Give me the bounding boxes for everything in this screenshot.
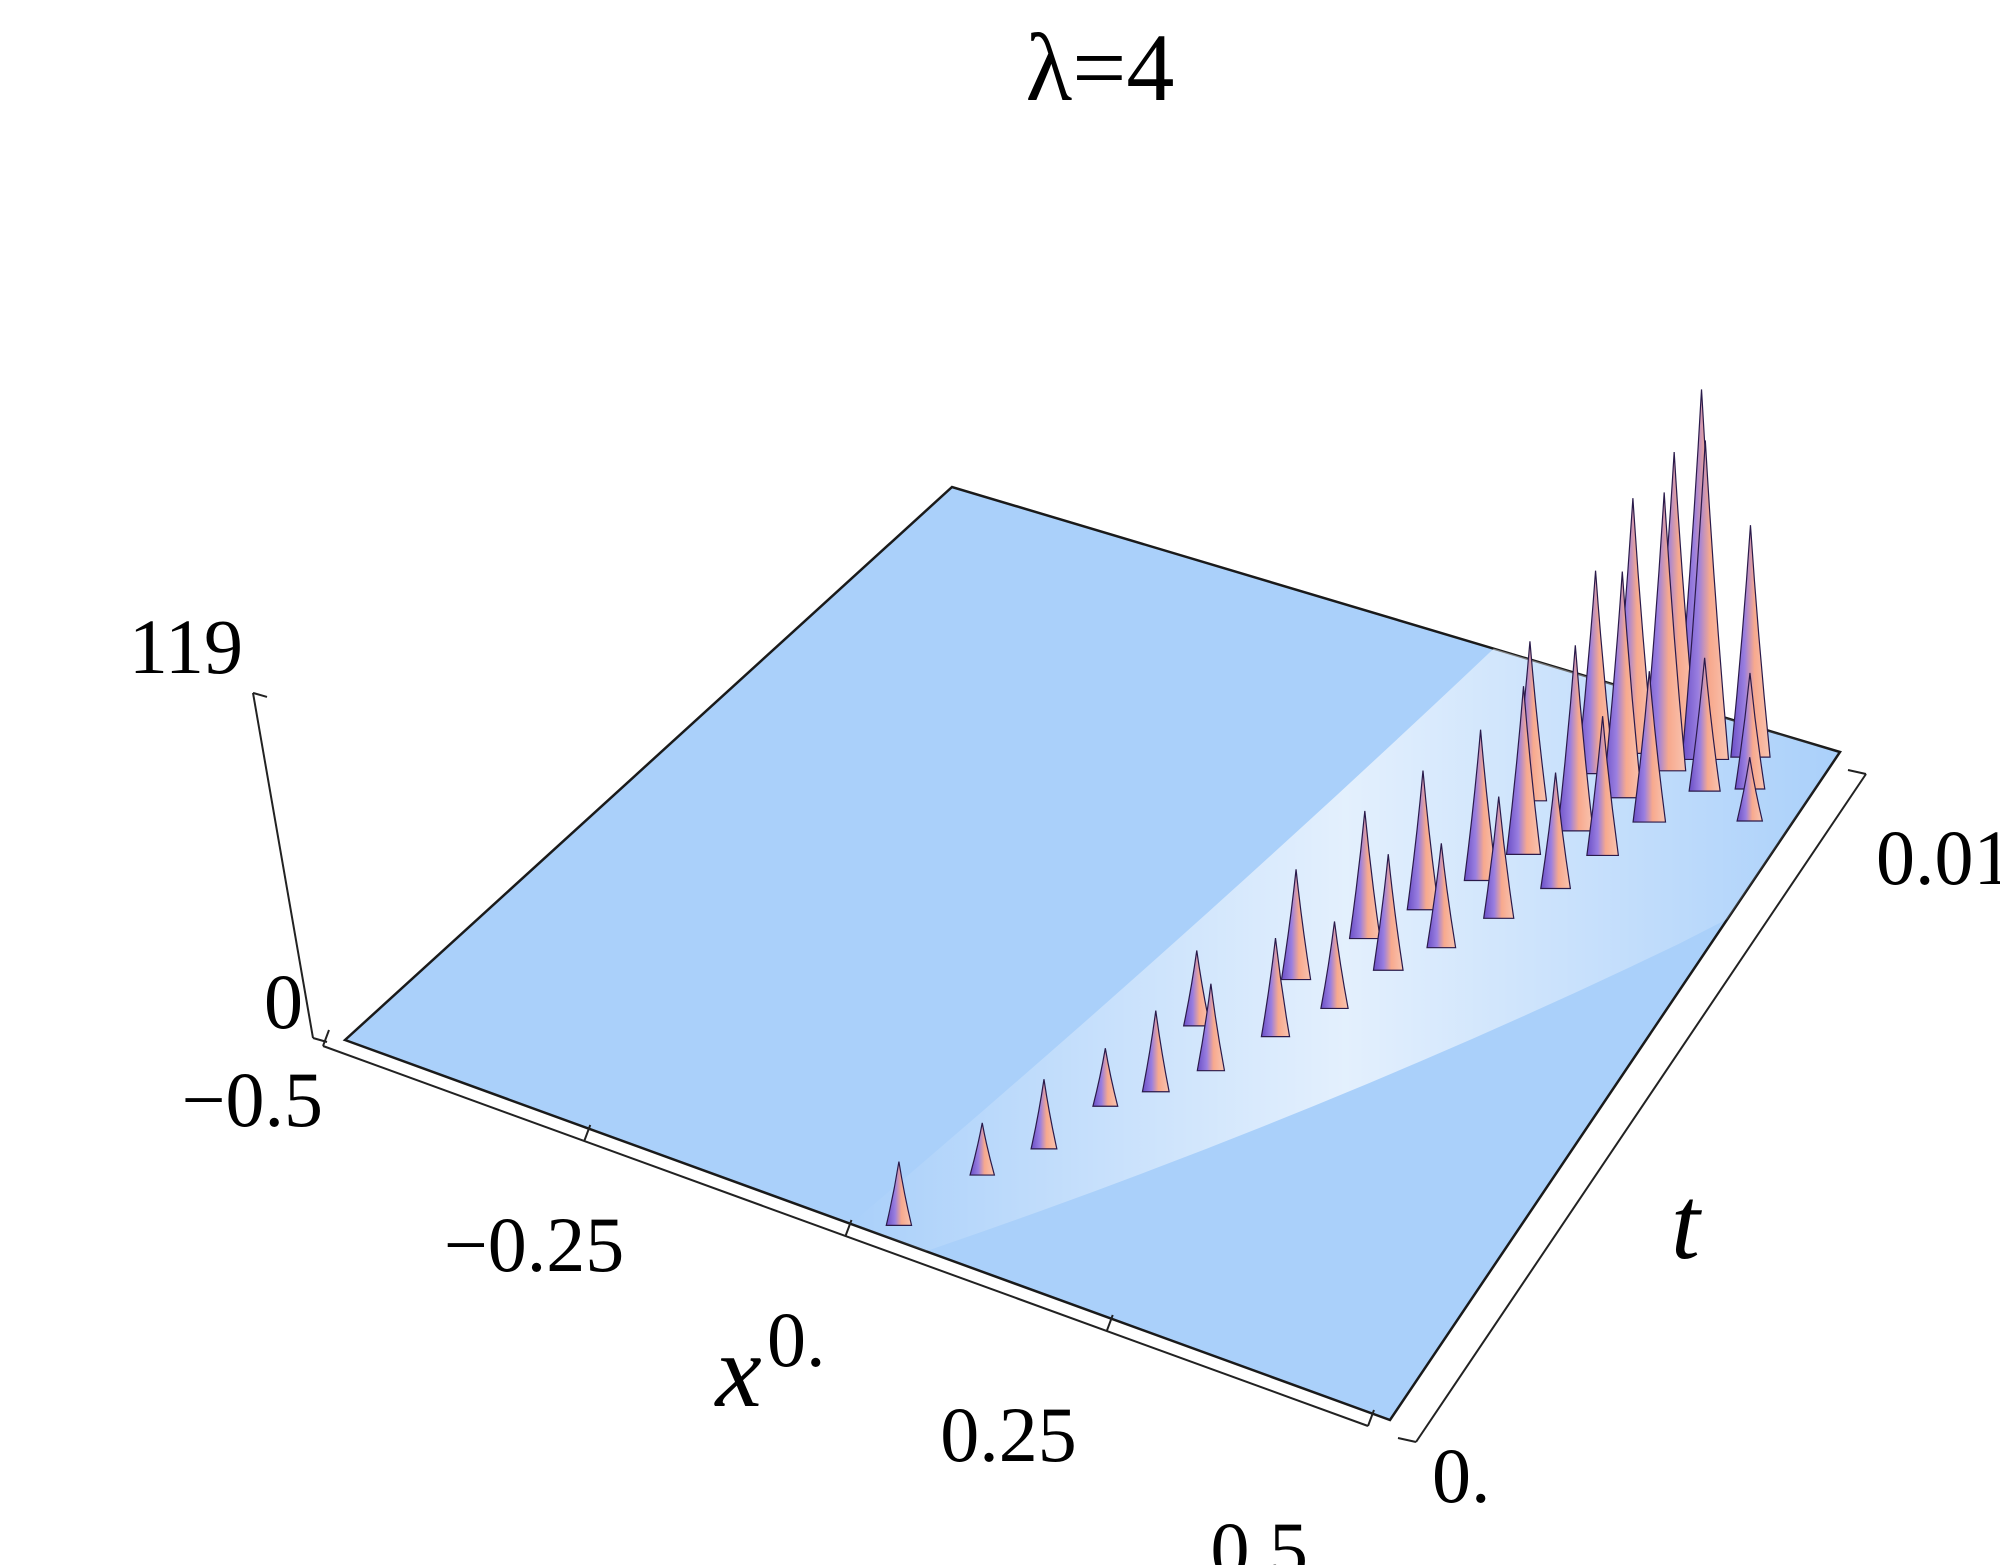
surface-peak bbox=[1260, 937, 1291, 1038]
surface-peak bbox=[1426, 843, 1457, 949]
surface-peak bbox=[1030, 1079, 1058, 1150]
x-tick-mark bbox=[1367, 1409, 1375, 1427]
z-tick-label: 119 bbox=[129, 603, 243, 690]
x-tick-label: 0.5 bbox=[1211, 1506, 1309, 1565]
t-tick-mark bbox=[1397, 1437, 1417, 1443]
t-axis-line bbox=[1415, 773, 1867, 1443]
surface-peak bbox=[1505, 686, 1542, 855]
axes bbox=[252, 691, 1867, 1443]
surface-peaks bbox=[885, 389, 1771, 1226]
surface-peak bbox=[1586, 716, 1620, 857]
x-tick-mark bbox=[1105, 1314, 1114, 1332]
surface-peak bbox=[1602, 571, 1643, 799]
x-tick-label: 0. bbox=[767, 1296, 826, 1383]
z-tick-mark bbox=[312, 1037, 328, 1043]
surface-peak bbox=[1463, 729, 1498, 882]
x-tick-labels: −0.5 −0.25 0. 0.25 0.5 bbox=[182, 1056, 1309, 1565]
t-tick-label: 0.01 bbox=[1876, 814, 2000, 901]
x-tick-label: −0.5 bbox=[182, 1056, 324, 1143]
surface-peak bbox=[1320, 921, 1349, 1010]
surface-peak bbox=[1556, 645, 1594, 832]
surface-peak bbox=[1734, 672, 1766, 790]
x-axis-label: x bbox=[714, 1314, 762, 1429]
surface-peak bbox=[1406, 770, 1440, 911]
surface-peak bbox=[1141, 1010, 1170, 1093]
surface-peak bbox=[1681, 440, 1730, 761]
surface-peak bbox=[1196, 983, 1226, 1072]
surface-peak bbox=[1632, 671, 1667, 823]
t-tick-mark bbox=[1847, 769, 1867, 775]
t-tick-label: 0. bbox=[1432, 1432, 1491, 1519]
surface-peak bbox=[1482, 796, 1515, 919]
surface-peak bbox=[1576, 570, 1615, 775]
z-axis-line bbox=[252, 692, 314, 1039]
z-tick-labels: 0 119 bbox=[129, 603, 303, 1045]
t-tick-labels: 0. 0.01 bbox=[1432, 814, 2000, 1519]
surface-peak bbox=[1688, 657, 1721, 792]
surface-peak bbox=[1348, 810, 1381, 940]
x-tick-mark bbox=[844, 1219, 853, 1237]
z-tick-label: 0 bbox=[264, 958, 303, 1045]
surface-peak bbox=[1372, 854, 1404, 971]
surface-peak bbox=[1092, 1048, 1119, 1107]
surface-peak bbox=[1540, 772, 1572, 890]
surface-peak bbox=[885, 1161, 913, 1226]
x-tick-mark bbox=[583, 1124, 592, 1142]
surface-peak bbox=[1280, 869, 1312, 981]
t-axis-label: t bbox=[1671, 1166, 1702, 1281]
x-tick-label: 0.25 bbox=[940, 1391, 1077, 1478]
surface-peak bbox=[969, 1122, 996, 1176]
chart-title: λ=4 bbox=[1026, 14, 1175, 121]
x-tick-label: −0.25 bbox=[444, 1201, 625, 1288]
x-tick-mark bbox=[322, 1029, 330, 1047]
z-tick-mark bbox=[252, 691, 268, 698]
surface-peak bbox=[1730, 525, 1771, 758]
surface-peak bbox=[1736, 757, 1764, 822]
